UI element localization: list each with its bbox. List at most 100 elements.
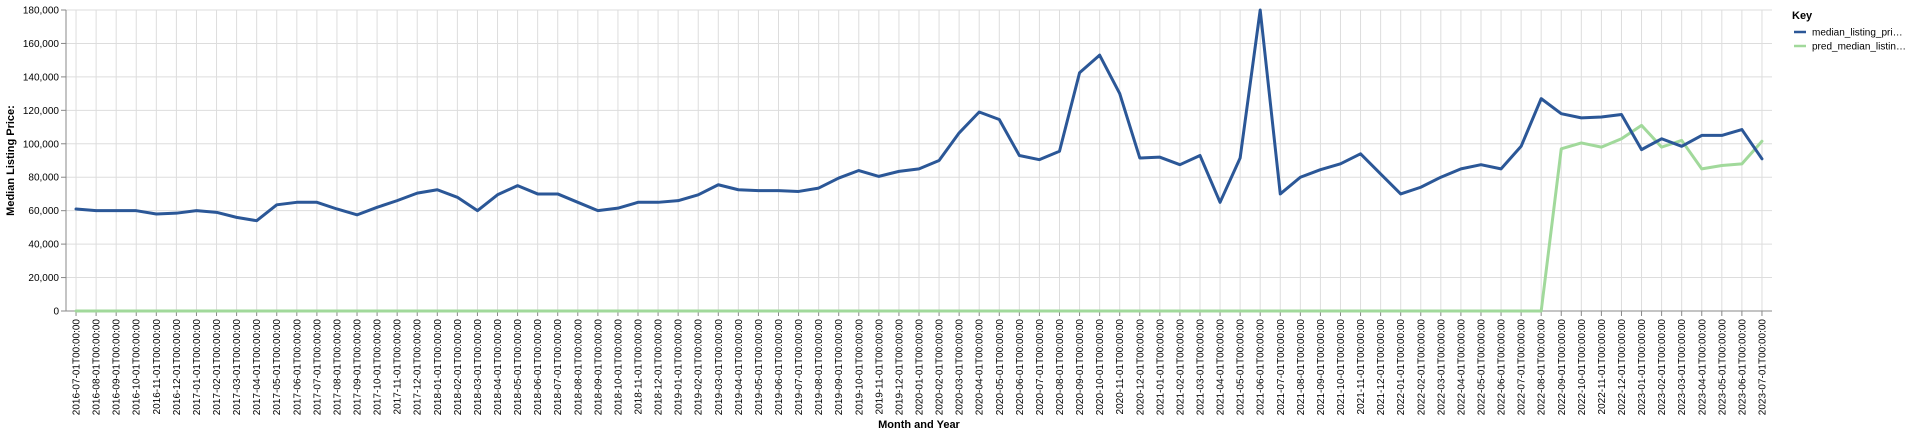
x-tick-label: 2017-05-01T00:00:00	[272, 319, 283, 416]
x-tick-label: 2019-11-01T00:00:00	[874, 319, 885, 415]
x-tick-label: 2021-09-01T00:00:00	[1316, 319, 1327, 416]
x-tick-label: 2023-02-01T00:00:00	[1657, 319, 1668, 416]
x-tick-label: 2021-10-01T00:00:00	[1336, 319, 1347, 416]
x-tick-label: 2021-08-01T00:00:00	[1296, 319, 1307, 416]
x-tick-label: 2016-11-01T00:00:00	[152, 319, 163, 415]
x-tick-label: 2018-05-01T00:00:00	[513, 319, 524, 416]
x-tick-label: 2021-04-01T00:00:00	[1216, 319, 1227, 416]
x-tick-label: 2022-03-01T00:00:00	[1436, 319, 1447, 416]
x-tick-label: 2023-06-01T00:00:00	[1737, 319, 1748, 416]
x-tick-label: 2018-12-01T00:00:00	[654, 319, 665, 416]
y-tick-label: 180,000	[23, 6, 60, 17]
x-tick-label: 2019-03-01T00:00:00	[714, 319, 725, 416]
legend: Key median_listing_pri… pred_median_listi…	[1792, 10, 1906, 53]
x-tick-label: 2019-02-01T00:00:00	[694, 319, 705, 416]
x-tick-label: 2017-03-01T00:00:00	[232, 319, 243, 416]
y-axis-title: Median Listing Price:	[5, 105, 17, 216]
x-tick-label: 2017-10-01T00:00:00	[373, 319, 384, 416]
x-tick-label: 2020-09-01T00:00:00	[1075, 319, 1086, 416]
x-tick-label: 2022-07-01T00:00:00	[1517, 319, 1528, 416]
x-tick-label: 2019-07-01T00:00:00	[794, 319, 805, 416]
x-tick-label: 2020-01-01T00:00:00	[915, 319, 926, 416]
x-tick-label: 2020-02-01T00:00:00	[935, 319, 946, 416]
x-tick-label: 2020-10-01T00:00:00	[1095, 319, 1106, 416]
y-tick-label: 60,000	[28, 206, 59, 217]
x-tick-label: 2017-08-01T00:00:00	[332, 319, 343, 416]
x-tick-label: 2018-08-01T00:00:00	[573, 319, 584, 416]
y-tick-label: 20,000	[28, 273, 59, 284]
x-tick-label: 2018-03-01T00:00:00	[473, 319, 484, 416]
x-tick-label: 2022-11-01T00:00:00	[1597, 319, 1608, 415]
legend-label-2: pred_median_listin…	[1812, 42, 1906, 53]
series-line-1	[74, 8, 1764, 223]
x-tick-label: 2023-03-01T00:00:00	[1677, 319, 1688, 416]
x-tick-label: 2018-10-01T00:00:00	[613, 319, 624, 416]
x-tick-label: 2023-07-01T00:00:00	[1757, 319, 1768, 416]
y-axis: 0 20,000 40,000 60,000 80,000 100,000 120,000 1…	[23, 6, 67, 318]
x-tick-label: 2019-04-01T00:00:00	[734, 319, 745, 416]
x-tick-label: 2017-09-01T00:00:00	[353, 319, 364, 416]
x-tick-label: 2018-09-01T00:00:00	[593, 319, 604, 416]
grid	[66, 9, 1772, 312]
x-tick-label: 2020-08-01T00:00:00	[1055, 319, 1066, 416]
y-tick-label: 0	[53, 307, 59, 318]
x-tick-label: 2021-06-01T00:00:00	[1256, 319, 1267, 416]
x-tick-label: 2020-03-01T00:00:00	[955, 319, 966, 416]
x-tick-label: 2016-08-01T00:00:00	[92, 319, 103, 416]
x-tick-label: 2021-03-01T00:00:00	[1195, 319, 1206, 416]
x-tick-label: 2019-05-01T00:00:00	[754, 319, 765, 416]
x-tick-label: 2021-02-01T00:00:00	[1175, 319, 1186, 416]
x-tick-label: 2023-05-01T00:00:00	[1717, 319, 1728, 416]
x-tick-label: 2022-05-01T00:00:00	[1476, 319, 1487, 416]
series-group	[74, 8, 1764, 313]
x-tick-label: 2016-07-01T00:00:00	[72, 319, 83, 416]
x-tick-label: 2023-01-01T00:00:00	[1637, 319, 1648, 416]
x-tick-label: 2018-06-01T00:00:00	[533, 319, 544, 416]
x-tick-label: 2018-07-01T00:00:00	[553, 319, 564, 416]
x-axis-title: Month and Year	[878, 419, 960, 431]
x-tick-label: 2019-08-01T00:00:00	[814, 319, 825, 416]
x-tick-label: 2017-12-01T00:00:00	[413, 319, 424, 416]
x-tick-label: 2020-05-01T00:00:00	[995, 319, 1006, 416]
x-tick-label: 2018-02-01T00:00:00	[453, 319, 464, 416]
x-tick-label: 2020-07-01T00:00:00	[1035, 319, 1046, 416]
x-tick-label: 2016-10-01T00:00:00	[132, 319, 143, 416]
x-tick-label: 2020-04-01T00:00:00	[975, 319, 986, 416]
x-tick-label: 2019-12-01T00:00:00	[894, 319, 905, 416]
x-axis: 2016-07-01T00:00:00 2016-08-01T00:00:00 20…	[66, 310, 1772, 416]
x-tick-label: 2021-12-01T00:00:00	[1376, 319, 1387, 416]
x-tick-label: 2016-09-01T00:00:00	[112, 319, 123, 416]
x-tick-label: 2022-10-01T00:00:00	[1577, 319, 1588, 416]
x-tick-label: 2022-09-01T00:00:00	[1557, 319, 1568, 416]
x-tick-label: 2022-01-01T00:00:00	[1396, 319, 1407, 416]
x-tick-label: 2020-11-01T00:00:00	[1115, 319, 1126, 415]
series-line-2	[74, 123, 1764, 313]
x-tick-label: 2019-09-01T00:00:00	[834, 319, 845, 416]
y-tick-label: 120,000	[23, 106, 60, 117]
x-tick-label: 2017-04-01T00:00:00	[252, 319, 263, 416]
y-tick-label: 140,000	[23, 72, 60, 83]
y-tick-label: 40,000	[28, 240, 59, 251]
x-tick-label: 2020-06-01T00:00:00	[1015, 319, 1026, 416]
x-tick-label: 2018-01-01T00:00:00	[433, 319, 444, 416]
y-tick-label: 100,000	[23, 139, 60, 150]
x-tick-label: 2019-06-01T00:00:00	[774, 319, 785, 416]
x-tick-label: 2017-06-01T00:00:00	[292, 319, 303, 416]
x-tick-label: 2020-12-01T00:00:00	[1135, 319, 1146, 416]
x-tick-label: 2016-12-01T00:00:00	[172, 319, 183, 416]
y-tick-label: 160,000	[23, 39, 60, 50]
x-tick-label: 2019-10-01T00:00:00	[854, 319, 865, 416]
x-tick-label: 2018-04-01T00:00:00	[493, 319, 504, 416]
x-tick-label: 2017-01-01T00:00:00	[192, 319, 203, 416]
x-tick-label: 2022-02-01T00:00:00	[1416, 319, 1427, 416]
x-tick-label: 2017-02-01T00:00:00	[212, 319, 223, 416]
x-tick-label: 2022-04-01T00:00:00	[1456, 319, 1467, 416]
x-tick-label: 2021-07-01T00:00:00	[1276, 319, 1287, 416]
legend-title: Key	[1792, 10, 1813, 22]
x-tick-label: 2022-08-01T00:00:00	[1537, 319, 1548, 416]
legend-label-1: median_listing_pri…	[1812, 28, 1903, 39]
x-tick-label: 2022-06-01T00:00:00	[1497, 319, 1508, 416]
y-tick-label: 80,000	[28, 173, 59, 184]
x-tick-label: 2017-11-01T00:00:00	[393, 319, 404, 415]
